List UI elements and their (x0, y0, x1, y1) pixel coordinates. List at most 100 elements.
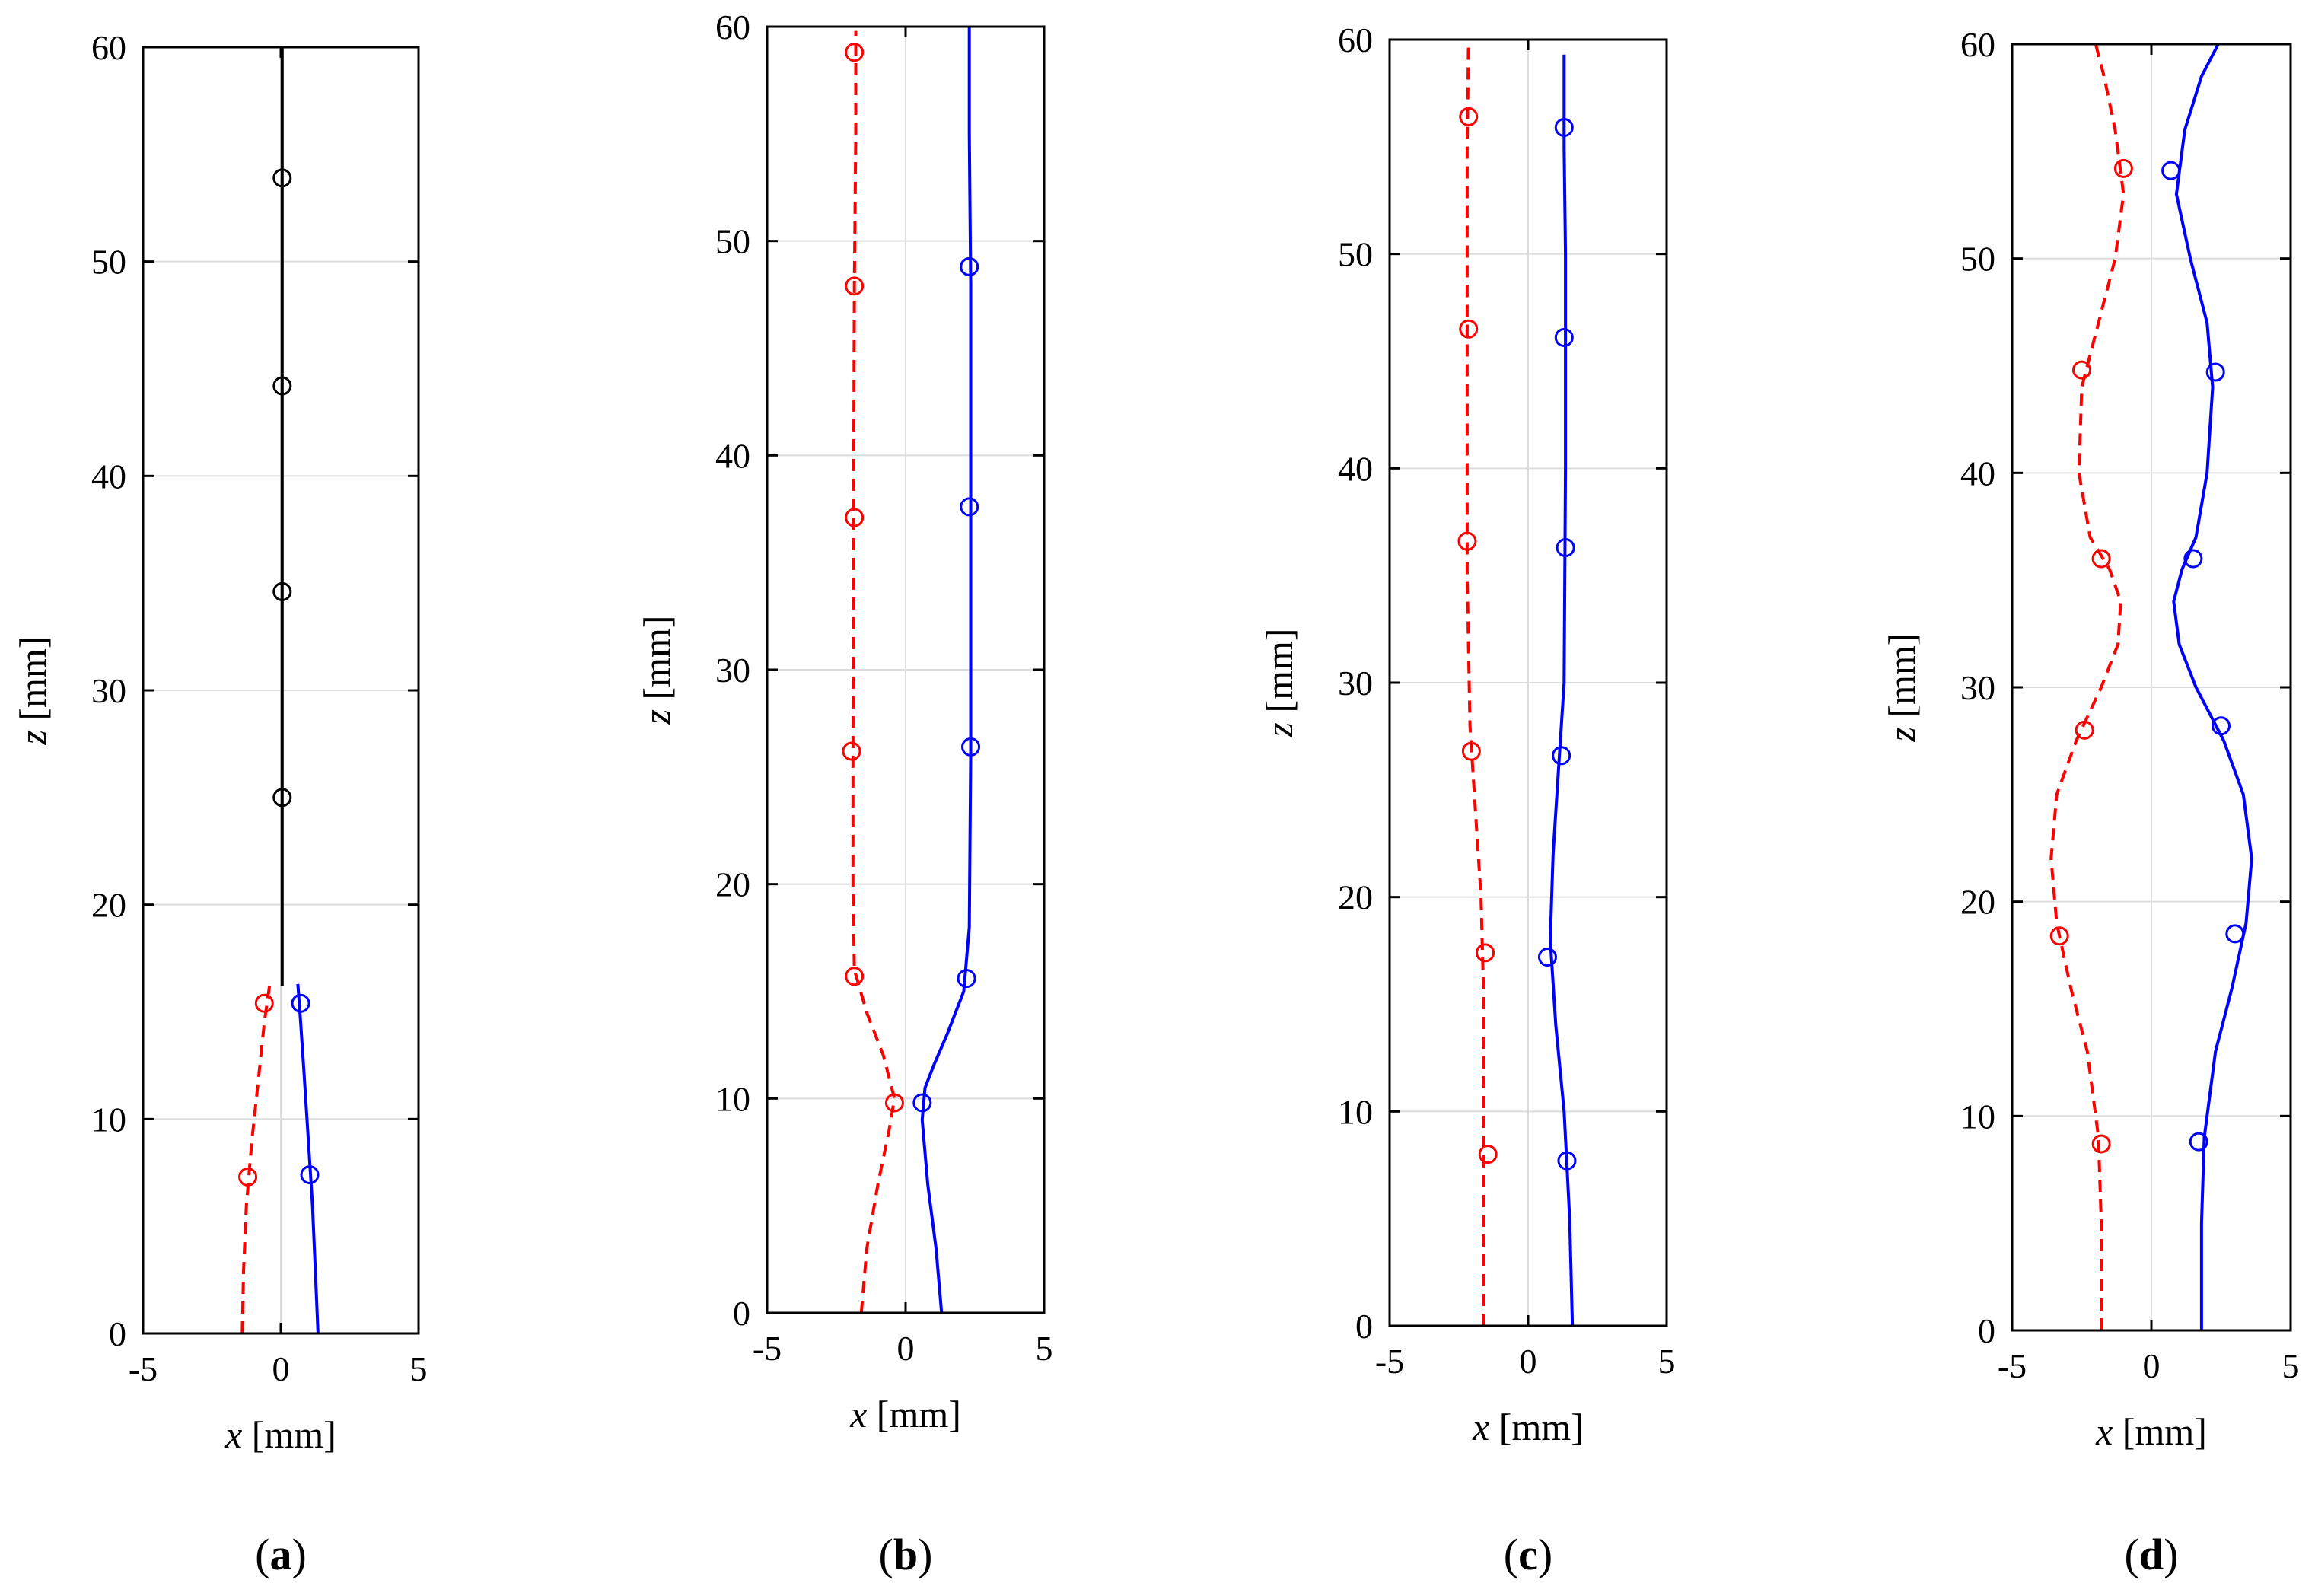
series-line-red (851, 30, 896, 1314)
y-tick-label: 30 (1338, 664, 1373, 702)
y-tick-label: 50 (1960, 240, 1995, 279)
marker-blue (2161, 161, 2181, 180)
marker-blue (2205, 362, 2225, 382)
marker-red (2072, 360, 2091, 380)
marker-red (238, 1167, 258, 1187)
y-tick-label: 60 (715, 8, 750, 46)
series-line-red (2049, 43, 2126, 1330)
y-tick-label: 10 (91, 1100, 126, 1139)
x-tick-label: 5 (410, 1349, 428, 1388)
y-tick-label: 30 (1960, 668, 1995, 707)
series-line-blue (920, 27, 973, 1314)
marker-red (1459, 319, 1479, 339)
y-axis-title: z [mm] (635, 615, 678, 725)
marker-red (1457, 531, 1477, 551)
x-tick-label: 0 (897, 1329, 915, 1368)
marker-blue (1554, 117, 1574, 137)
y-tick-label: 50 (1338, 235, 1373, 274)
marker-blue (2212, 716, 2231, 736)
series-line-red (240, 983, 272, 1334)
marker-center (272, 168, 292, 188)
marker-red (2075, 720, 2094, 740)
marker-blue (1552, 746, 1571, 766)
marker-red (254, 993, 274, 1013)
marker-red (845, 508, 865, 527)
marker-blue (300, 1165, 320, 1185)
y-tick-label: 20 (91, 886, 126, 925)
x-tick-label: -5 (129, 1349, 158, 1388)
y-axis-title: z [mm] (1880, 632, 1923, 742)
panel-label: (c) (1504, 1530, 1552, 1579)
y-tick-label: 40 (1338, 449, 1373, 488)
marker-blue (2225, 924, 2245, 944)
marker-red (845, 276, 865, 296)
marker-red (845, 967, 865, 986)
x-tick-label: -5 (1998, 1346, 2027, 1385)
y-tick-label: 40 (715, 436, 750, 475)
series-line-blue (296, 983, 320, 1334)
x-tick-label: -5 (753, 1329, 782, 1368)
marker-blue (960, 256, 979, 276)
marker-blue (2183, 549, 2203, 569)
x-tick-label: 5 (1658, 1342, 1676, 1381)
marker-blue (291, 993, 310, 1013)
y-tick-label: 30 (91, 671, 126, 710)
marker-blue (957, 969, 976, 989)
y-tick-label: 40 (1960, 454, 1995, 492)
marker-red (1478, 1145, 1498, 1164)
x-tick-label: 5 (1036, 1329, 1053, 1368)
x-axis-title: x [mm] (1472, 1406, 1584, 1448)
y-tick-label: 20 (1338, 878, 1373, 917)
x-axis-title: x [mm] (224, 1413, 336, 1456)
x-tick-label: -5 (1375, 1342, 1404, 1381)
marker-blue (1556, 538, 1575, 558)
y-tick-label: 10 (715, 1079, 750, 1118)
marker-center (272, 788, 292, 808)
y-tick-label: 0 (1355, 1307, 1373, 1346)
marker-red (1459, 107, 1479, 126)
y-tick-label: 50 (91, 243, 126, 282)
marker-blue (1557, 1151, 1577, 1171)
y-tick-label: 30 (715, 651, 750, 690)
x-tick-label: 0 (272, 1349, 290, 1388)
marker-red (2091, 549, 2111, 569)
x-axis-title: x [mm] (2095, 1410, 2207, 1453)
marker-red (884, 1093, 904, 1113)
marker-red (1461, 741, 1481, 761)
series-line-blue (2172, 43, 2253, 1330)
marker-center (272, 376, 292, 396)
y-tick-label: 10 (1338, 1092, 1373, 1131)
y-tick-label: 0 (109, 1314, 126, 1353)
marker-blue (1537, 948, 1557, 967)
panel-label: (a) (255, 1530, 307, 1579)
panel-label: (b) (879, 1530, 933, 1579)
y-axis-title: z [mm] (11, 636, 54, 745)
y-tick-label: 0 (1978, 1311, 1995, 1350)
panel-label: (d) (2125, 1530, 2179, 1579)
marker-red (842, 741, 861, 761)
x-tick-label: 5 (2282, 1346, 2300, 1385)
marker-red (2049, 926, 2069, 946)
marker-blue (2189, 1132, 2208, 1152)
series-line-blue (1549, 54, 1575, 1327)
y-tick-label: 50 (715, 222, 750, 261)
x-tick-label: 0 (2143, 1346, 2161, 1385)
y-tick-label: 60 (1338, 21, 1373, 59)
marker-blue (960, 497, 979, 517)
y-tick-label: 60 (91, 28, 126, 67)
marker-red (2113, 158, 2133, 178)
y-tick-label: 60 (1960, 25, 1995, 64)
y-tick-label: 40 (91, 457, 126, 495)
y-tick-label: 20 (1960, 883, 1995, 922)
marker-center (272, 581, 292, 601)
marker-red (1476, 943, 1495, 963)
y-tick-label: 20 (715, 865, 750, 904)
marker-red (2091, 1134, 2111, 1154)
x-axis-title: x [mm] (849, 1393, 961, 1435)
marker-blue (912, 1093, 932, 1113)
